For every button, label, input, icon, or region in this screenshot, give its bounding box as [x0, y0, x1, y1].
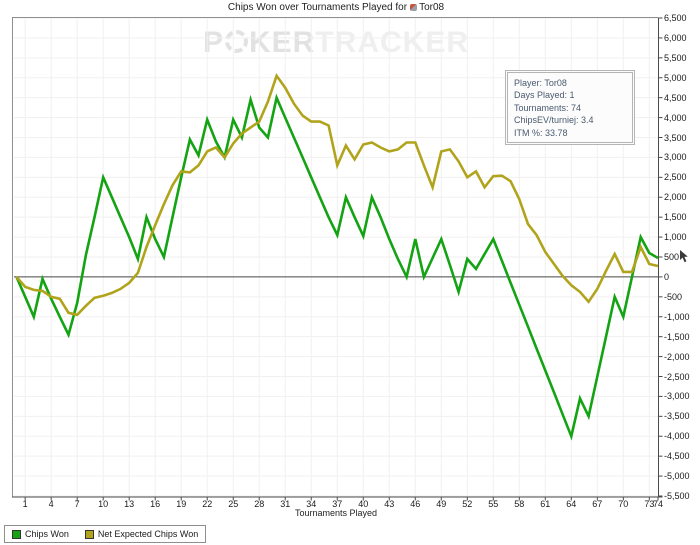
x-axis-tick-label: 25 — [228, 499, 239, 509]
x-axis-tick-label: 43 — [384, 499, 395, 509]
stat-player: Player: Tor08 — [514, 78, 567, 88]
player-icon — [410, 4, 418, 11]
y-axis-tick-label: -3,500 — [664, 411, 690, 422]
x-axis-tick-label: 13 — [124, 499, 135, 509]
y-axis-tick-label: -500 — [664, 291, 683, 302]
y-axis-tick-label: 6,500 — [664, 13, 687, 23]
y-axis-tick-label: 3,500 — [664, 132, 687, 143]
y-axis-tick-label: -5,500 — [664, 491, 690, 501]
x-axis-tick-label: 22 — [202, 499, 213, 509]
mouse-cursor — [680, 250, 688, 263]
player-name: Tor08 — [419, 2, 445, 13]
chart-title: Chips Won over Tournaments Played for Tor… — [0, 2, 672, 13]
watermark-poker-p: P — [202, 26, 224, 59]
x-axis-tick-label: 4 — [48, 499, 54, 509]
y-axis-tick-label: 0 — [664, 271, 670, 282]
y-axis-tick-label: 2,000 — [664, 192, 687, 203]
pokertracker-watermark: P KERTRACKER — [0, 26, 672, 60]
x-axis-tick-label: 58 — [514, 499, 525, 509]
y-axis-tick-label: 2,500 — [664, 172, 687, 183]
x-axis-tick-label: 7 — [74, 499, 80, 509]
stat-itm: ITM %: 33.78 — [514, 127, 568, 138]
chart-title-text: Chips Won over Tournaments Played for — [227, 2, 408, 13]
x-axis-tick-label: 16 — [150, 499, 161, 509]
x-axis-tick-label: 46 — [410, 499, 421, 509]
y-axis-tick-label: -5,000 — [664, 471, 690, 482]
y-axis-tick-label: 1,500 — [664, 212, 687, 223]
y-axis-tick-label: 3,000 — [664, 152, 687, 163]
x-axis-tick-label: 28 — [254, 499, 265, 509]
x-axis-tick-label: 34 — [306, 499, 317, 509]
x-axis-title: Tournaments Played — [294, 508, 378, 518]
x-axis-tick-label: 37 — [332, 499, 343, 509]
x-axis-tick-label: 73 — [644, 499, 655, 509]
chips-won-label: Chips Won — [25, 529, 69, 539]
y-axis-tick-label: 6,000 — [664, 32, 687, 43]
watermark-tracker: TRACKER — [315, 26, 470, 59]
y-axis-tick-label: 5,500 — [664, 52, 687, 63]
x-axis-tick-label: 49 — [436, 499, 447, 509]
y-axis-tick-label: -1,000 — [664, 311, 690, 322]
y-axis-tick-label: 4,500 — [664, 92, 687, 103]
y-axis-tick-label: 500 — [664, 252, 680, 262]
x-axis-tick-label: 55 — [488, 499, 499, 509]
chips-won-swatch — [12, 529, 21, 539]
x-axis-tick-label: 70 — [618, 499, 629, 509]
x-axis-tick-label: 67 — [592, 499, 603, 509]
x-axis-tick-label: 19 — [176, 499, 187, 509]
stat-tournaments: Tournaments: 74 — [514, 102, 582, 113]
legend-item-chips-won: Chips Won — [12, 529, 69, 539]
y-axis-tick-label: -3,000 — [664, 391, 690, 402]
watermark-poker-ker: KER — [249, 26, 316, 59]
stat-chips-ev: ChipsEV/turniej: 3.4 — [514, 115, 594, 126]
y-axis-tick-label: -1,500 — [664, 331, 690, 342]
net-expected-swatch — [84, 529, 94, 539]
x-axis-tick-label: 52 — [462, 499, 473, 509]
x-axis-tick-label: 74 — [652, 499, 663, 509]
y-axis-tick-label: -4,500 — [664, 451, 690, 462]
y-axis-tick-label: -2,000 — [664, 351, 690, 362]
x-axis-tick-label: 64 — [566, 499, 577, 509]
x-axis-tick-label: 1 — [22, 499, 28, 509]
chart-legend: Chips Won Net Expected Chips Won — [4, 525, 207, 543]
y-axis-tick-label: -4,000 — [664, 431, 690, 442]
poker-chip-icon — [225, 30, 248, 53]
y-axis-tick-label: 5,000 — [664, 72, 687, 83]
legend-item-net-expected: Net Expected Chips Won — [84, 529, 199, 539]
net-expected-label: Net Expected Chips Won — [97, 529, 199, 539]
x-axis-tick-label: 40 — [358, 499, 369, 509]
y-axis-tick-label: 4,000 — [664, 112, 687, 123]
y-axis-tick-label: -2,500 — [664, 371, 690, 382]
x-axis-tick-label: 61 — [540, 499, 551, 509]
x-axis-tick-label: 31 — [280, 499, 291, 509]
y-axis-tick-label: 1,000 — [664, 232, 687, 243]
stat-days-played: Days Played: 1 — [514, 90, 575, 101]
player-stats-box: Player: Tor08 Days Played: 1 Tournaments… — [505, 70, 635, 146]
x-axis-tick-label: 10 — [98, 499, 109, 509]
